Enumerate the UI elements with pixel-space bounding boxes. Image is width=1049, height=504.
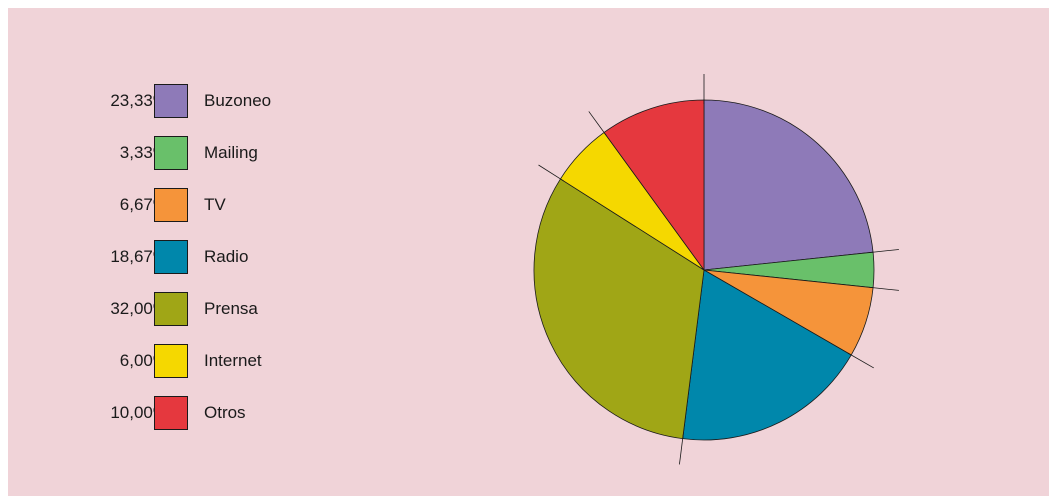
legend-item-otros: 10,00% Otros (40, 396, 340, 448)
legend-item-buzoneo: 23,33% Buzoneo (40, 84, 340, 136)
legend-item-radio: 18,67% Radio (40, 240, 340, 292)
legend-label: Mailing (204, 143, 258, 162)
pie-slice-prensa (533, 178, 705, 440)
legend-item-prensa: 32,00% Prensa (40, 292, 340, 344)
legend-item-internet: 6,00% Internet (40, 344, 340, 396)
pie-slice-radio (682, 269, 852, 441)
legend-percent: 10,00% (110, 403, 168, 422)
legend-swatch (154, 240, 188, 274)
legend-label: Radio (204, 247, 249, 266)
legend-label: Prensa (204, 299, 258, 318)
legend-swatch (154, 292, 188, 326)
legend-label: Otros (204, 403, 246, 422)
legend-percent: 18,67% (110, 247, 168, 266)
pie-slice-otros (603, 99, 705, 272)
pie-slice-buzoneo (703, 99, 874, 271)
boundary-tick-line (869, 286, 899, 291)
legend-percent: 32,00% (110, 299, 168, 318)
boundary-tick-line (538, 164, 565, 182)
legend-item-tv: 6,67% TV (40, 188, 340, 240)
legend-swatch (154, 344, 188, 378)
legend-label: Buzoneo (204, 91, 272, 110)
boundary-tick-line (847, 352, 874, 369)
legend-label: Internet (204, 351, 262, 370)
legend-swatch (154, 396, 188, 430)
boundary-tick-line (679, 434, 684, 465)
legend-swatch (154, 188, 188, 222)
legend-swatch (154, 136, 188, 170)
boundary-tick-line (588, 111, 607, 136)
legend-label: TV (204, 195, 226, 214)
legend-item-mailing: 3,33% Mailing (40, 136, 340, 188)
legend-swatch (154, 84, 188, 118)
legend: 23,33% Buzoneo 3,33% Mailing 6,67% TV 18… (40, 84, 340, 448)
boundary-tick-line (869, 249, 899, 254)
legend-percent: 23,33% (110, 91, 168, 110)
